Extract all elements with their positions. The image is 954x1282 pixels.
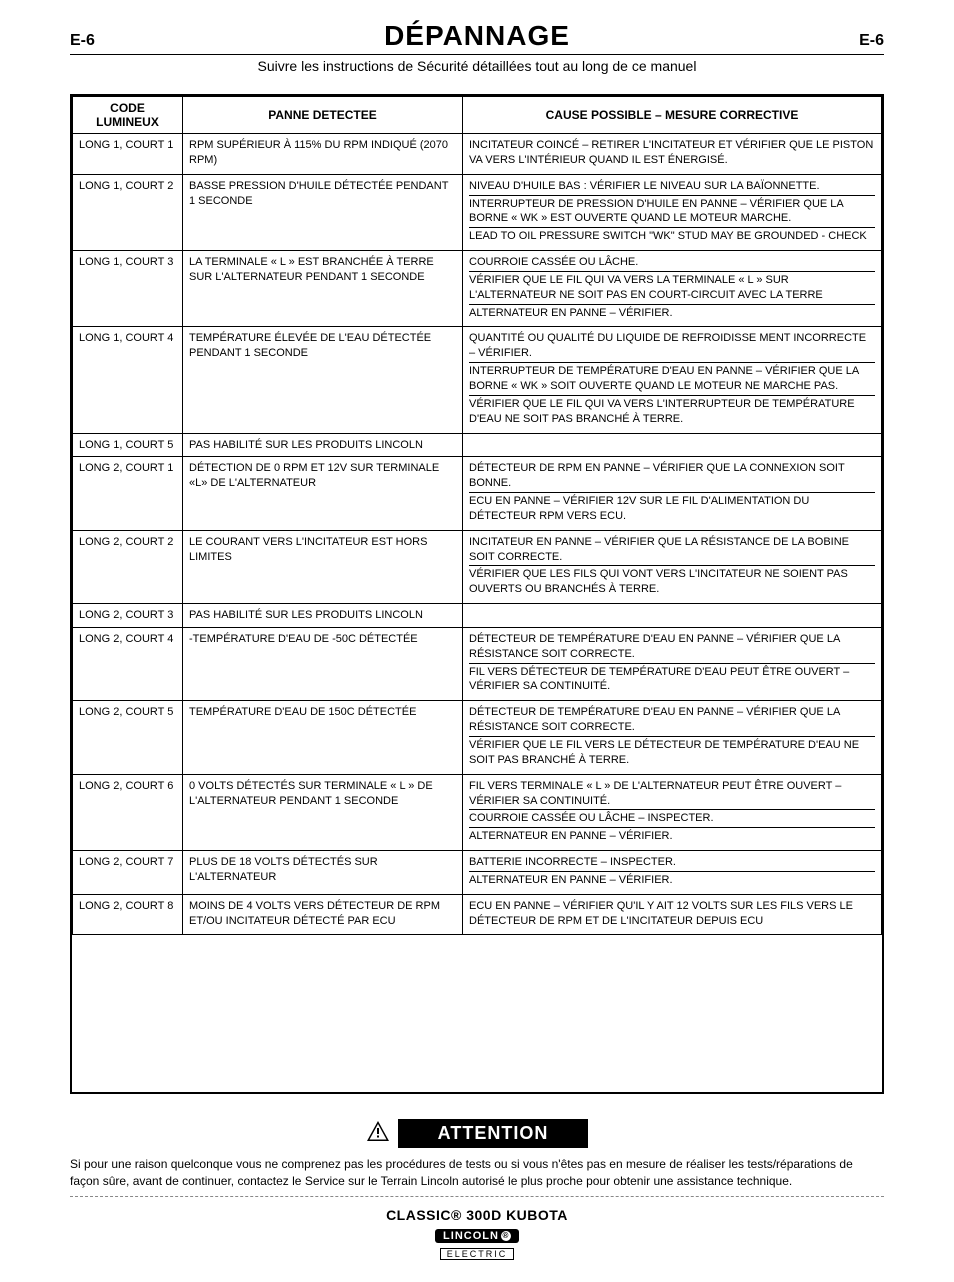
cell-cause: DÉTECTEUR DE TEMPÉRATURE D'EAU EN PANNE … — [463, 627, 882, 700]
cause-line: VÉRIFIER QUE LE FIL VERS LE DÉTECTEUR DE… — [469, 738, 875, 769]
cell-cause: DÉTECTEUR DE TEMPÉRATURE D'EAU EN PANNE … — [463, 701, 882, 774]
table-row: LONG 2, COURT 8MOINS DE 4 VOLTS VERS DÉT… — [73, 894, 882, 935]
table-row: LONG 2, COURT 60 VOLTS DÉTECTÉS SUR TERM… — [73, 774, 882, 850]
cell-code: LONG 2, COURT 6 — [73, 774, 183, 850]
cause-line: VÉRIFIER QUE LE FIL QUI VA VERS L'INTERR… — [469, 397, 875, 428]
cell-panne: PLUS DE 18 VOLTS DÉTECTÉS SUR L'ALTERNAT… — [183, 851, 463, 895]
cell-code: LONG 2, COURT 3 — [73, 604, 183, 628]
cell-code: LONG 2, COURT 2 — [73, 530, 183, 603]
cell-code: LONG 2, COURT 4 — [73, 627, 183, 700]
table-row: LONG 2, COURT 4-TEMPÉRATURE D'EAU DE -50… — [73, 627, 882, 700]
troubleshooting-table: CODE LUMINEUX PANNE DETECTEE CAUSE POSSI… — [72, 96, 882, 935]
cell-code: LONG 2, COURT 1 — [73, 457, 183, 530]
warning-icon — [366, 1120, 390, 1148]
cell-panne: PAS HABILITÉ SUR LES PRODUITS LINCOLN — [183, 433, 463, 457]
table-row: LONG 2, COURT 2LE COURANT VERS L'INCITAT… — [73, 530, 882, 603]
table-row: LONG 1, COURT 4TEMPÉRATURE ÉLEVÉE DE L'E… — [73, 327, 882, 433]
cause-line: VÉRIFIER QUE LE FIL QUI VA VERS LA TERMI… — [469, 273, 875, 305]
cell-code: LONG 1, COURT 2 — [73, 174, 183, 250]
table-row: LONG 1, COURT 5PAS HABILITÉ SUR LES PROD… — [73, 433, 882, 457]
cell-cause: ECU EN PANNE – VÉRIFIER QU'IL Y AIT 12 V… — [463, 894, 882, 935]
col-header-cause: CAUSE POSSIBLE – MESURE CORRECTIVE — [463, 97, 882, 134]
cell-panne: -TEMPÉRATURE D'EAU DE -50C DÉTECTÉE — [183, 627, 463, 700]
col-header-panne: PANNE DETECTEE — [183, 97, 463, 134]
cause-line: NIVEAU D'HUILE BAS : VÉRIFIER LE NIVEAU … — [469, 179, 875, 196]
table-row: LONG 1, COURT 3LA TERMINALE « L » EST BR… — [73, 251, 882, 327]
page-header: E-6 DÉPANNAGE E-6 — [70, 20, 884, 55]
cell-panne: MOINS DE 4 VOLTS VERS DÉTECTEUR DE RPM E… — [183, 894, 463, 935]
cause-line: VÉRIFIER QUE LES FILS QUI VONT VERS L'IN… — [469, 567, 875, 598]
cause-line: INTERRUPTEUR DE PRESSION D'HUILE EN PANN… — [469, 197, 875, 229]
cell-cause: INCITATEUR COINCÉ – RETIRER L'INCITATEUR… — [463, 134, 882, 175]
cell-code: LONG 2, COURT 5 — [73, 701, 183, 774]
cell-code: LONG 2, COURT 8 — [73, 894, 183, 935]
table-row: LONG 2, COURT 1DÉTECTION DE 0 RPM ET 12V… — [73, 457, 882, 530]
cell-cause: FIL VERS TERMINALE « L » DE L'ALTERNATEU… — [463, 774, 882, 850]
cause-line: INTERRUPTEUR DE TEMPÉRATURE D'EAU EN PAN… — [469, 364, 875, 396]
cell-panne: DÉTECTION DE 0 RPM ET 12V SUR TERMINALE … — [183, 457, 463, 530]
cell-cause: COURROIE CASSÉE OU LÂCHE.VÉRIFIER QUE LE… — [463, 251, 882, 327]
table-row: LONG 1, COURT 1RPM SUPÉRIEUR À 115% DU R… — [73, 134, 882, 175]
cell-cause: NIVEAU D'HUILE BAS : VÉRIFIER LE NIVEAU … — [463, 174, 882, 250]
cell-code: LONG 1, COURT 4 — [73, 327, 183, 433]
cell-panne: BASSE PRESSION D'HUILE DÉTECTÉE PENDANT … — [183, 174, 463, 250]
cell-code: LONG 1, COURT 3 — [73, 251, 183, 327]
table-header-row: CODE LUMINEUX PANNE DETECTEE CAUSE POSSI… — [73, 97, 882, 134]
lincoln-brand-top: LINCOLN® — [435, 1229, 519, 1243]
cause-line: ALTERNATEUR EN PANNE – VÉRIFIER. — [469, 306, 875, 322]
cell-panne: TEMPÉRATURE ÉLEVÉE DE L'EAU DÉTECTÉE PEN… — [183, 327, 463, 433]
cell-cause — [463, 433, 882, 457]
lincoln-logo: LINCOLN® ELECTRIC — [435, 1226, 519, 1262]
cause-line: COURROIE CASSÉE OU LÂCHE. — [469, 255, 875, 272]
table-row: LONG 2, COURT 3PAS HABILITÉ SUR LES PROD… — [73, 604, 882, 628]
cell-cause: INCITATEUR EN PANNE – VÉRIFIER QUE LA RÉ… — [463, 530, 882, 603]
cell-code: LONG 2, COURT 7 — [73, 851, 183, 895]
page-number-right: E-6 — [859, 32, 884, 50]
attention-header: ATTENTION — [70, 1119, 884, 1148]
cell-panne: TEMPÉRATURE D'EAU DE 150C DÉTECTÉE — [183, 701, 463, 774]
cause-line: DÉTECTEUR DE TEMPÉRATURE D'EAU EN PANNE … — [469, 632, 875, 664]
cause-line: LEAD TO OIL PRESSURE SWITCH "WK" STUD MA… — [469, 229, 875, 245]
cause-line: DÉTECTEUR DE TEMPÉRATURE D'EAU EN PANNE … — [469, 705, 875, 737]
cell-cause: DÉTECTEUR DE RPM EN PANNE – VÉRIFIER QUE… — [463, 457, 882, 530]
footer-product: CLASSIC® 300D KUBOTA — [70, 1207, 884, 1223]
cell-panne: LA TERMINALE « L » EST BRANCHÉE À TERRE … — [183, 251, 463, 327]
cause-line: QUANTITÉ OU QUALITÉ DU LIQUIDE DE REFROI… — [469, 331, 875, 363]
cause-line: ALTERNATEUR EN PANNE – VÉRIFIER. — [469, 873, 875, 889]
col-header-code: CODE LUMINEUX — [73, 97, 183, 134]
cell-panne: LE COURANT VERS L'INCITATEUR EST HORS LI… — [183, 530, 463, 603]
page-number-left: E-6 — [70, 32, 95, 50]
cell-cause: BATTERIE INCORRECTE – INSPECTER.ALTERNAT… — [463, 851, 882, 895]
cause-line: FIL VERS TERMINALE « L » DE L'ALTERNATEU… — [469, 779, 875, 811]
cell-code: LONG 1, COURT 1 — [73, 134, 183, 175]
cause-line: DÉTECTEUR DE RPM EN PANNE – VÉRIFIER QUE… — [469, 461, 875, 493]
cell-panne: PAS HABILITÉ SUR LES PRODUITS LINCOLN — [183, 604, 463, 628]
page-subtitle: Suivre les instructions de Sécurité déta… — [70, 58, 884, 74]
cell-panne: RPM SUPÉRIEUR À 115% DU RPM INDIQUÉ (207… — [183, 134, 463, 175]
lincoln-brand-bottom: ELECTRIC — [440, 1248, 515, 1260]
table-row: LONG 1, COURT 2BASSE PRESSION D'HUILE DÉ… — [73, 174, 882, 250]
page-title: DÉPANNAGE — [384, 20, 570, 52]
cause-line: INCITATEUR COINCÉ – RETIRER L'INCITATEUR… — [469, 138, 875, 169]
page-footer: CLASSIC® 300D KUBOTA LINCOLN® ELECTRIC — [70, 1207, 884, 1262]
attention-text: Si pour une raison quelconque vous ne co… — [70, 1156, 884, 1197]
cell-cause: QUANTITÉ OU QUALITÉ DU LIQUIDE DE REFROI… — [463, 327, 882, 433]
attention-label: ATTENTION — [398, 1119, 589, 1148]
cause-line: ECU EN PANNE – VÉRIFIER QU'IL Y AIT 12 V… — [469, 899, 875, 930]
cause-line: ALTERNATEUR EN PANNE – VÉRIFIER. — [469, 829, 875, 845]
cell-code: LONG 1, COURT 5 — [73, 433, 183, 457]
troubleshooting-table-container: CODE LUMINEUX PANNE DETECTEE CAUSE POSSI… — [70, 94, 884, 1094]
cell-panne: 0 VOLTS DÉTECTÉS SUR TERMINALE « L » DE … — [183, 774, 463, 850]
cause-line: COURROIE CASSÉE OU LÂCHE – INSPECTER. — [469, 811, 875, 828]
table-row: LONG 2, COURT 5TEMPÉRATURE D'EAU DE 150C… — [73, 701, 882, 774]
cause-line: INCITATEUR EN PANNE – VÉRIFIER QUE LA RÉ… — [469, 535, 875, 567]
cell-cause — [463, 604, 882, 628]
cause-line: BATTERIE INCORRECTE – INSPECTER. — [469, 855, 875, 872]
table-row: LONG 2, COURT 7PLUS DE 18 VOLTS DÉTECTÉS… — [73, 851, 882, 895]
cause-line: ECU EN PANNE – VÉRIFIER 12V SUR LE FIL D… — [469, 494, 875, 525]
cause-line: FIL VERS DÉTECTEUR DE TEMPÉRATURE D'EAU … — [469, 665, 875, 696]
